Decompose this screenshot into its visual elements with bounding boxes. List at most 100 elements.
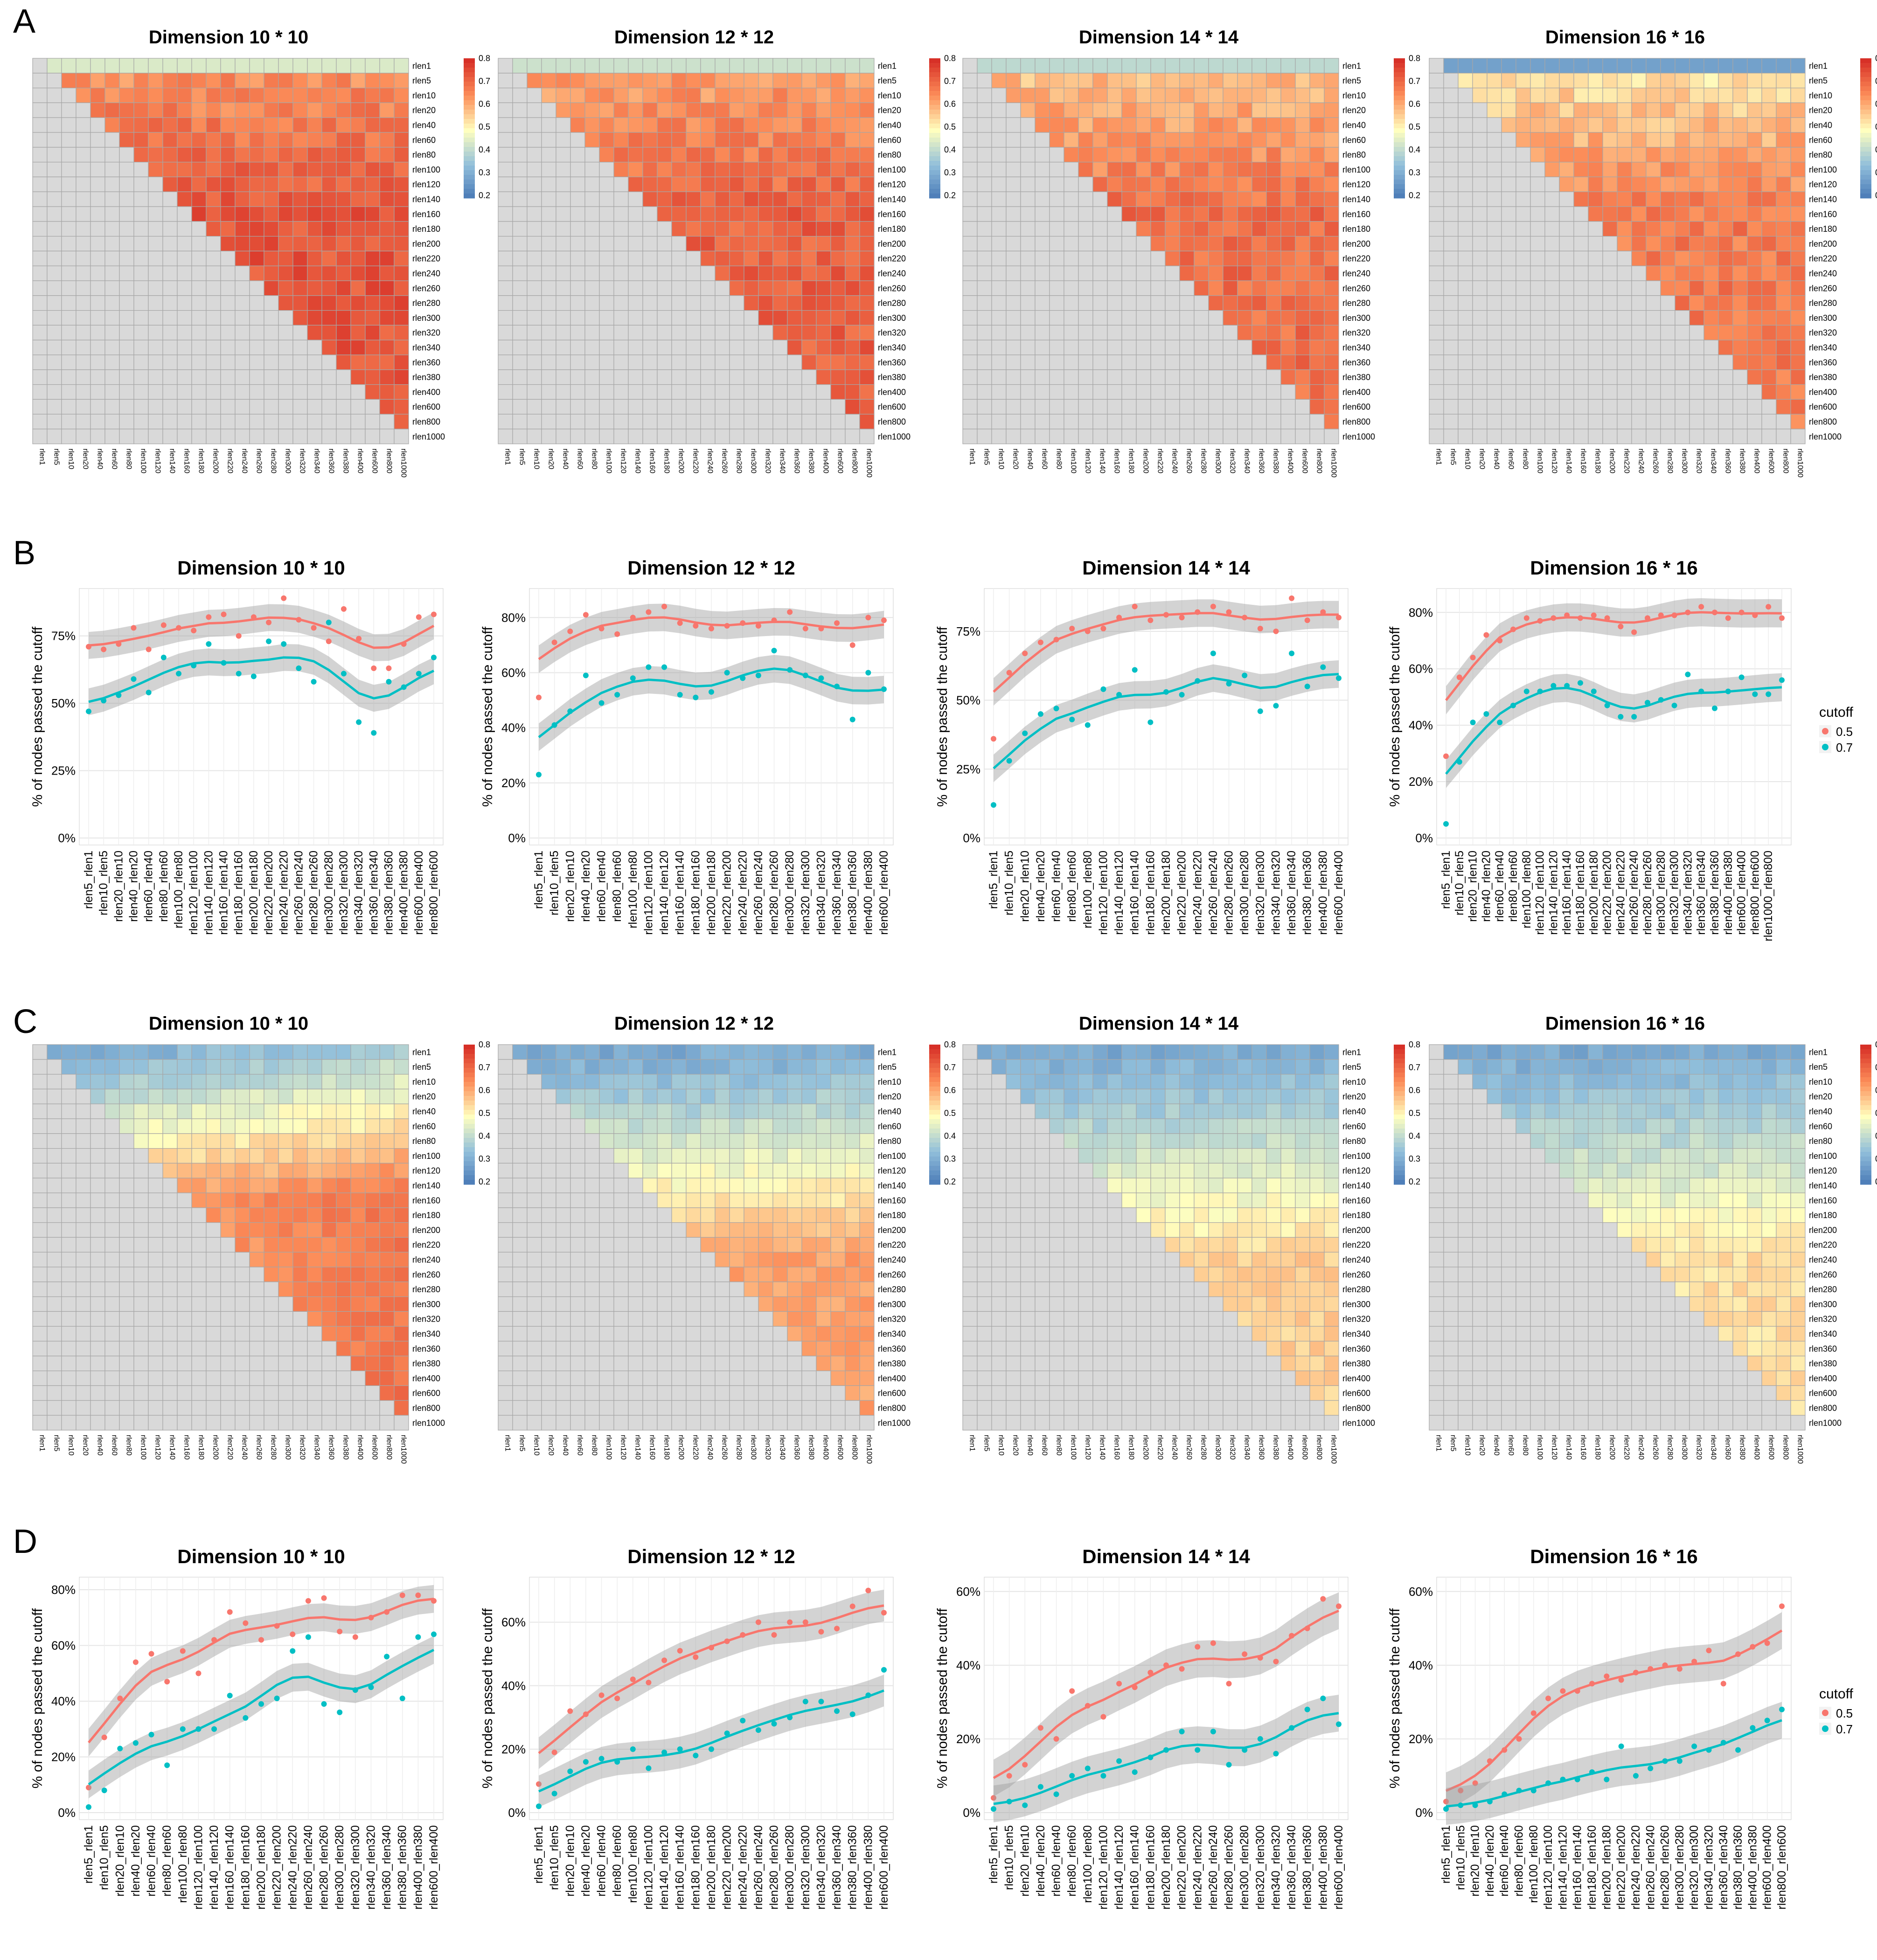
heatmap-cell [235,1400,250,1416]
heatmap-cell [1790,265,1806,281]
heatmap-cell [1006,1074,1021,1090]
heatmap-cell [1280,310,1296,326]
heatmap-cell [220,1074,236,1090]
heatmap-cell [47,1074,62,1090]
heatmap-cell [350,1148,366,1164]
heatmap-cell [1660,414,1675,429]
heatmap-cell [700,1252,716,1267]
heatmap-cell [1020,236,1036,252]
heatmap-cell [642,221,658,237]
heatmap-cell [816,1311,831,1327]
colorbar-tick: 0.2 [479,191,490,200]
heatmap-cell [1790,280,1806,296]
heatmap-cell [1280,1207,1296,1223]
heatmap-cell [1266,1103,1281,1119]
heatmap-cell [1472,221,1488,237]
heatmap-cell [787,265,802,281]
row-label: rlen180 [412,224,440,234]
col-label: rlen60 [576,449,584,470]
heatmap-cell [1516,221,1531,237]
heatmap-cell [206,1356,221,1371]
heatmap-cell [1487,295,1502,311]
heatmap-cell [1602,147,1618,163]
heatmap-cell [1280,1222,1296,1238]
heatmap-cell [350,1222,366,1238]
heatmap-cell [162,58,178,74]
heatmap-cell [321,1059,337,1075]
heatmap-cell [700,1371,716,1386]
heatmap-cell [1006,102,1021,118]
heatmap-cell [1006,1133,1021,1149]
col-label: rlen320 [1695,449,1703,473]
colorbar-segment [929,105,940,110]
heatmap-cell [1660,280,1675,296]
row-label: rlen360 [1809,358,1837,367]
heatmap-cell [686,1356,701,1371]
heatmap-cell [1150,1222,1166,1238]
heatmap-cell [859,399,875,415]
heatmap-cell [1530,280,1545,296]
heatmap-cell [1194,339,1209,355]
heatmap-cell [1078,1207,1093,1223]
heatmap-cell [613,102,629,118]
heatmap-cell [336,117,351,133]
heatmap-cell [1121,1177,1137,1193]
heatmap-cell [1646,132,1661,148]
heatmap-cell [1078,1074,1093,1090]
heatmap-cell [1150,162,1166,178]
heatmap-cell [1718,58,1733,74]
heatmap-cell [527,206,542,222]
heatmap-cell [1501,206,1516,222]
heatmap-cell [61,132,76,148]
heatmap-cell [584,236,600,252]
heatmap-cell [1223,354,1238,370]
heatmap-cell [162,414,178,429]
heatmap-cell [1530,162,1545,178]
heatmap-cell [1501,236,1516,252]
heatmap-cell [1324,1044,1339,1060]
col-label: rlen10 [1464,449,1472,470]
heatmap-cell [32,1074,48,1090]
heatmap-cell [512,1311,528,1327]
heatmap-cell [1020,325,1036,340]
heatmap-cell [977,58,992,74]
heatmap-cell [772,162,788,178]
heatmap-cell [584,1148,600,1164]
heatmap-cell [1544,325,1560,340]
heatmap-cell [830,250,846,266]
heatmap-cell [962,88,978,104]
heatmap-cell [1121,250,1137,266]
heatmap-cell [787,399,802,415]
heatmap-cell [584,369,600,385]
heatmap-cell [512,1326,528,1342]
heatmap-cell [830,162,846,178]
heatmap-cell [613,1103,629,1119]
heatmap-cell [1602,310,1618,326]
heatmap-cell [1309,236,1325,252]
heatmap-cell [177,1133,192,1149]
heatmap-cell [61,88,76,104]
heatmap-cell [859,206,875,222]
heatmap-cell [90,265,105,281]
heatmap-cell [1732,265,1748,281]
heatmap-cell [845,206,860,222]
heatmap-cell [1516,102,1531,118]
heatmap-cell [628,399,643,415]
heatmap-cell [1208,1192,1224,1208]
heatmap-cell [1237,1207,1252,1223]
heatmap-cell [1429,221,1444,237]
heatmap-cell [1559,176,1574,192]
heatmap-cell [365,354,380,370]
heatmap-cell [570,1341,585,1357]
heatmap-cell [686,414,701,429]
heatmap-cell [1237,1059,1252,1075]
heatmap-cell [599,147,614,163]
heatmap-cell [76,1326,91,1342]
heatmap-cell [686,1252,701,1267]
heatmap-cell [1309,1163,1325,1178]
heatmap-cell [512,429,528,444]
heatmap-cell [1675,369,1690,385]
heatmap-cell [977,132,992,148]
heatmap-cell [1064,1133,1079,1149]
heatmap-cell [744,206,759,222]
